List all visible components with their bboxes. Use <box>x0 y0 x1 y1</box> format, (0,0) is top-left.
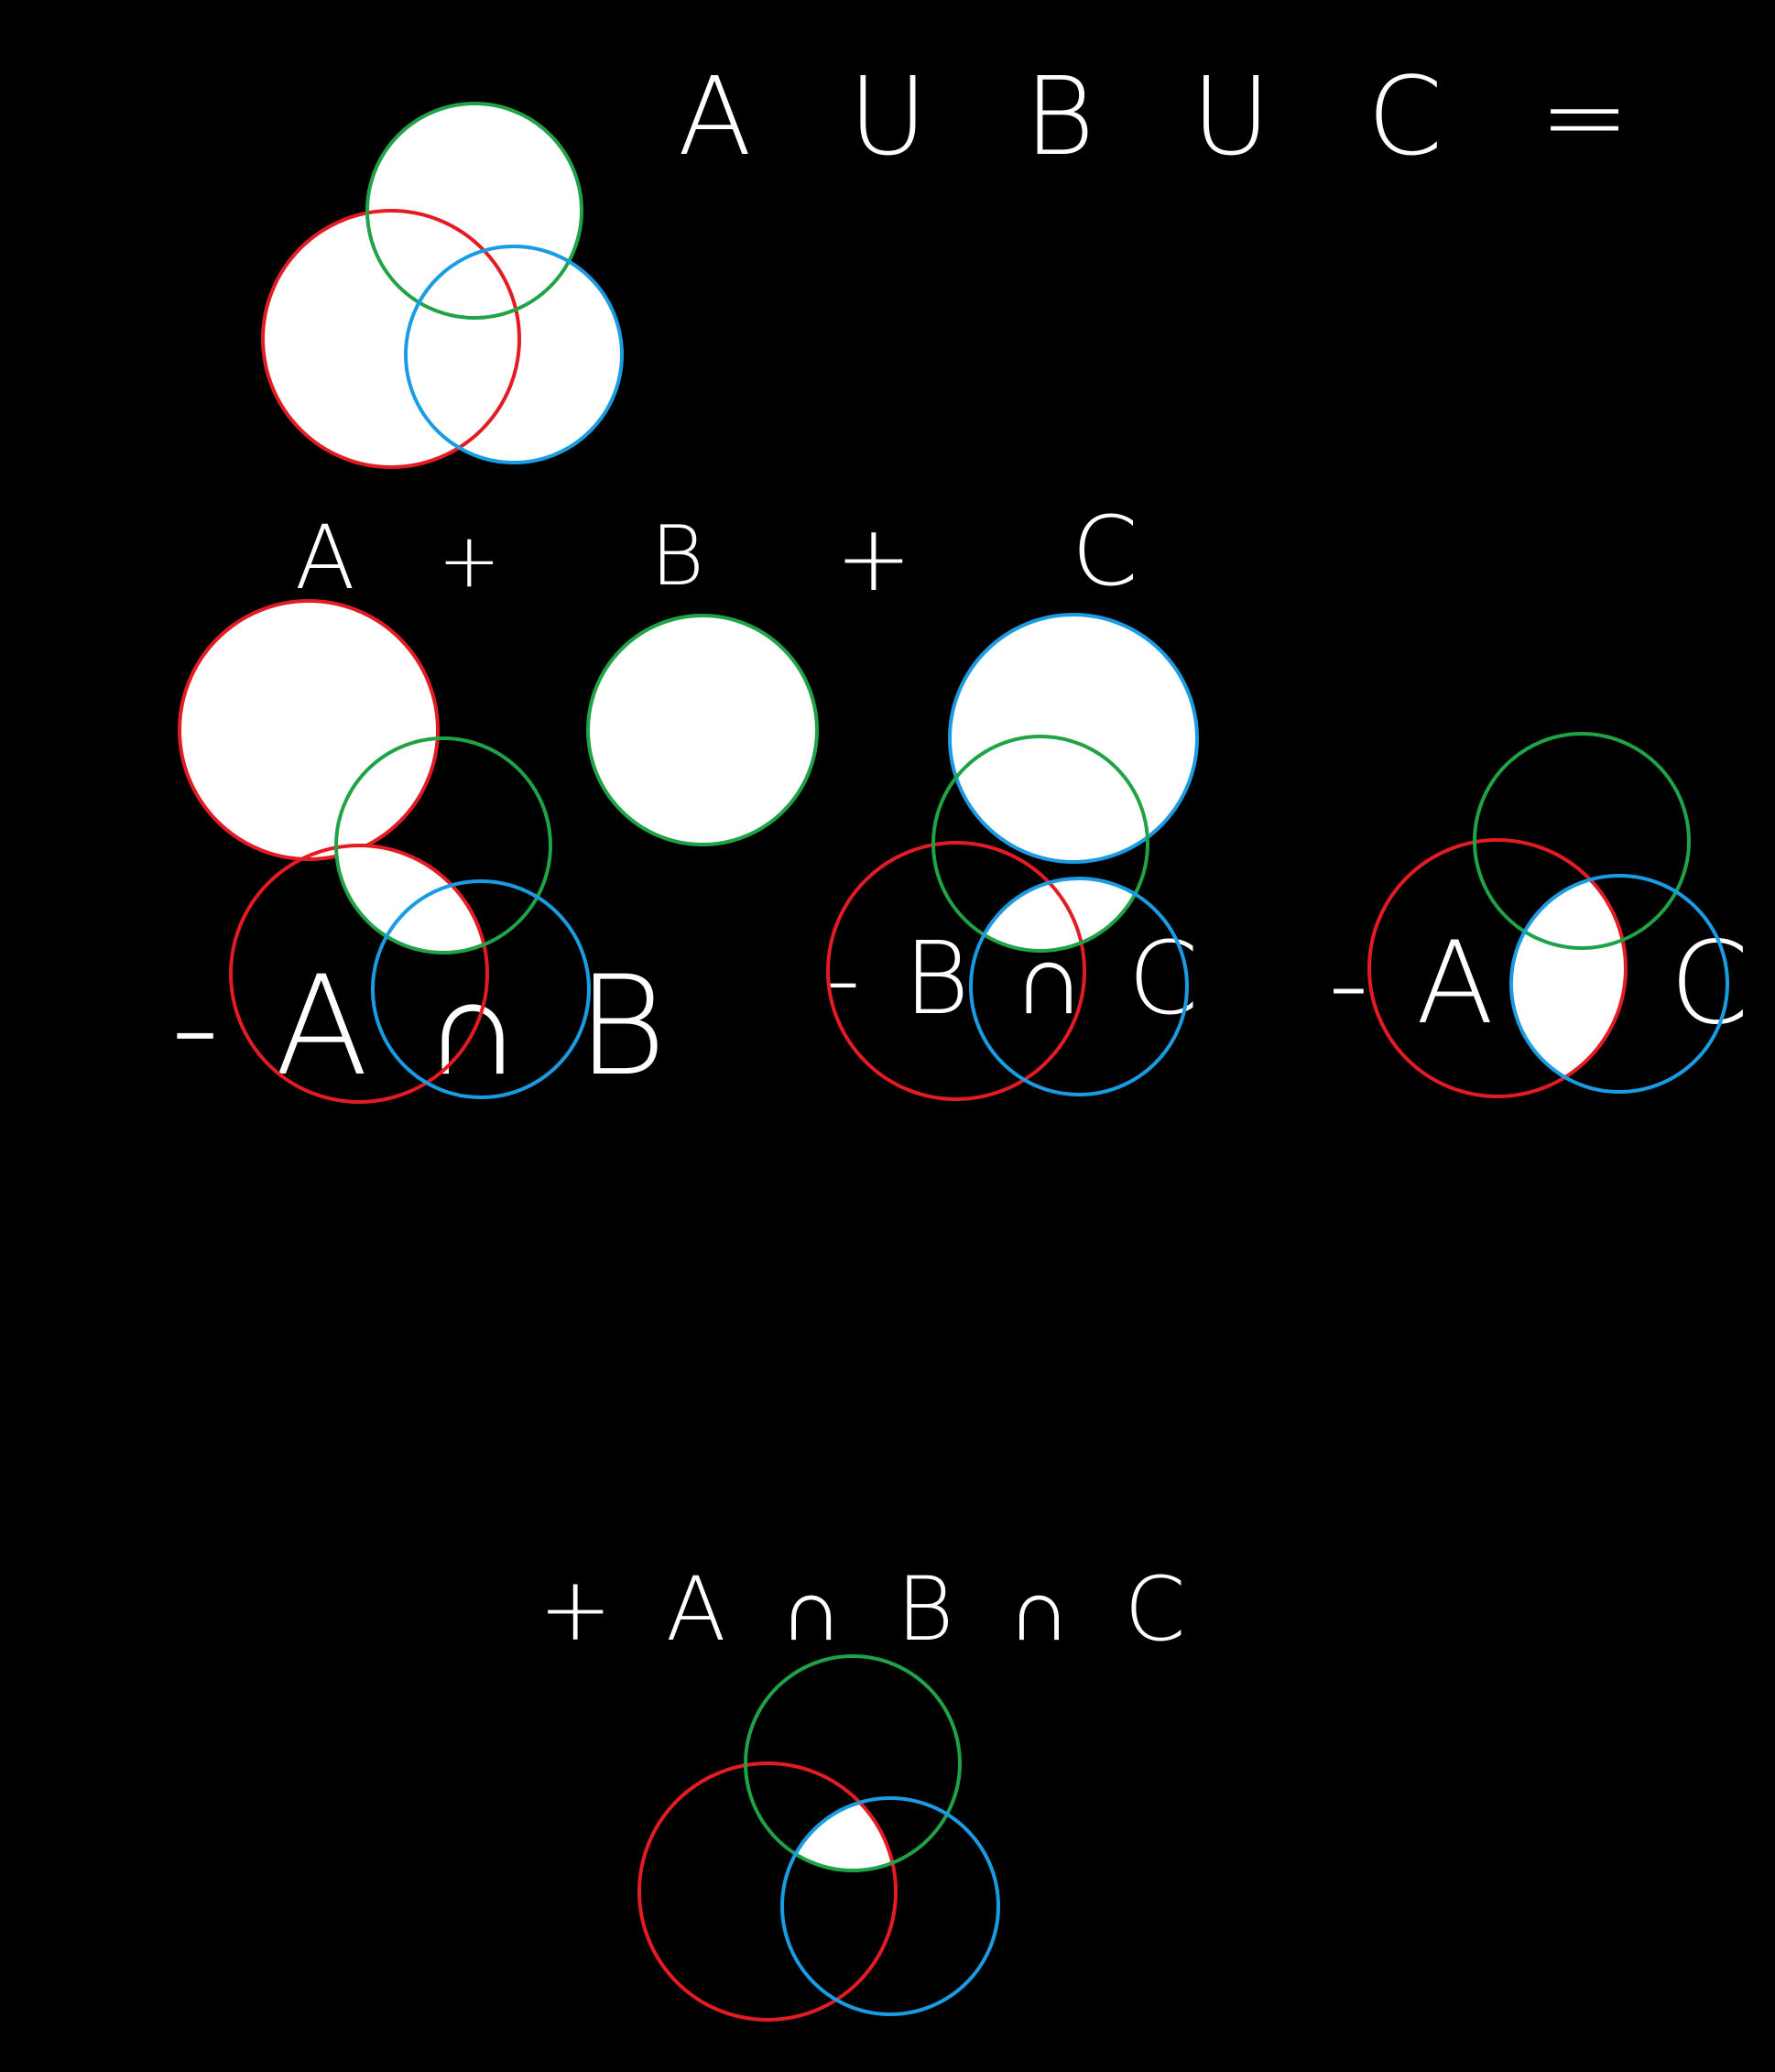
set-c-circle-fill <box>950 615 1197 862</box>
ab-circle-a <box>229 844 489 1104</box>
ac-circle-b <box>1473 732 1691 950</box>
bc-circle-a <box>826 841 1086 1101</box>
ab-shaded-region <box>336 845 487 953</box>
minus-a-intersect-b-label: - A ∩ B <box>170 947 672 1107</box>
ab-circle-c <box>371 879 591 1099</box>
union-circle-a <box>261 209 521 469</box>
venn-union <box>261 102 624 469</box>
venn-a-intersect-c <box>1367 732 1729 1098</box>
ac-shaded-region <box>1511 876 1626 1092</box>
union-equation: A U B U C = <box>678 53 1661 180</box>
ac-circle-c <box>1509 874 1729 1094</box>
term-a-label: A <box>295 507 355 609</box>
venn-a-intersect-b-intersect-c <box>637 1654 1000 2022</box>
set-b-circle <box>586 614 819 846</box>
term-b-label: B <box>650 508 704 605</box>
abc-circle-c <box>780 1796 1000 2016</box>
plus-sign-1: + <box>438 518 501 605</box>
ab-circle-b <box>334 736 552 954</box>
abc-shaded-region <box>782 1798 896 1870</box>
bc-circle-b <box>931 735 1149 953</box>
set-a-circle-fill <box>180 601 438 859</box>
plus-a-intersect-b-intersect-c-label: + A ∩ B ∩ C <box>539 1558 1199 1661</box>
union-circle-c <box>404 245 624 464</box>
abc-circle-b <box>744 1654 962 1872</box>
set-a-circle <box>178 599 440 861</box>
term-c-label: C <box>1072 496 1138 607</box>
bc-circle-c <box>969 877 1189 1096</box>
union-fill-c <box>406 246 622 463</box>
union-circle-b <box>365 102 583 320</box>
abc-circle-a <box>637 1761 898 2022</box>
set-b-circle-fill <box>588 616 817 845</box>
venn-a-intersect-b <box>229 736 591 1104</box>
ac-circle-a <box>1367 838 1628 1098</box>
set-c-circle <box>948 613 1199 864</box>
plus-sign-2: + <box>835 505 912 612</box>
